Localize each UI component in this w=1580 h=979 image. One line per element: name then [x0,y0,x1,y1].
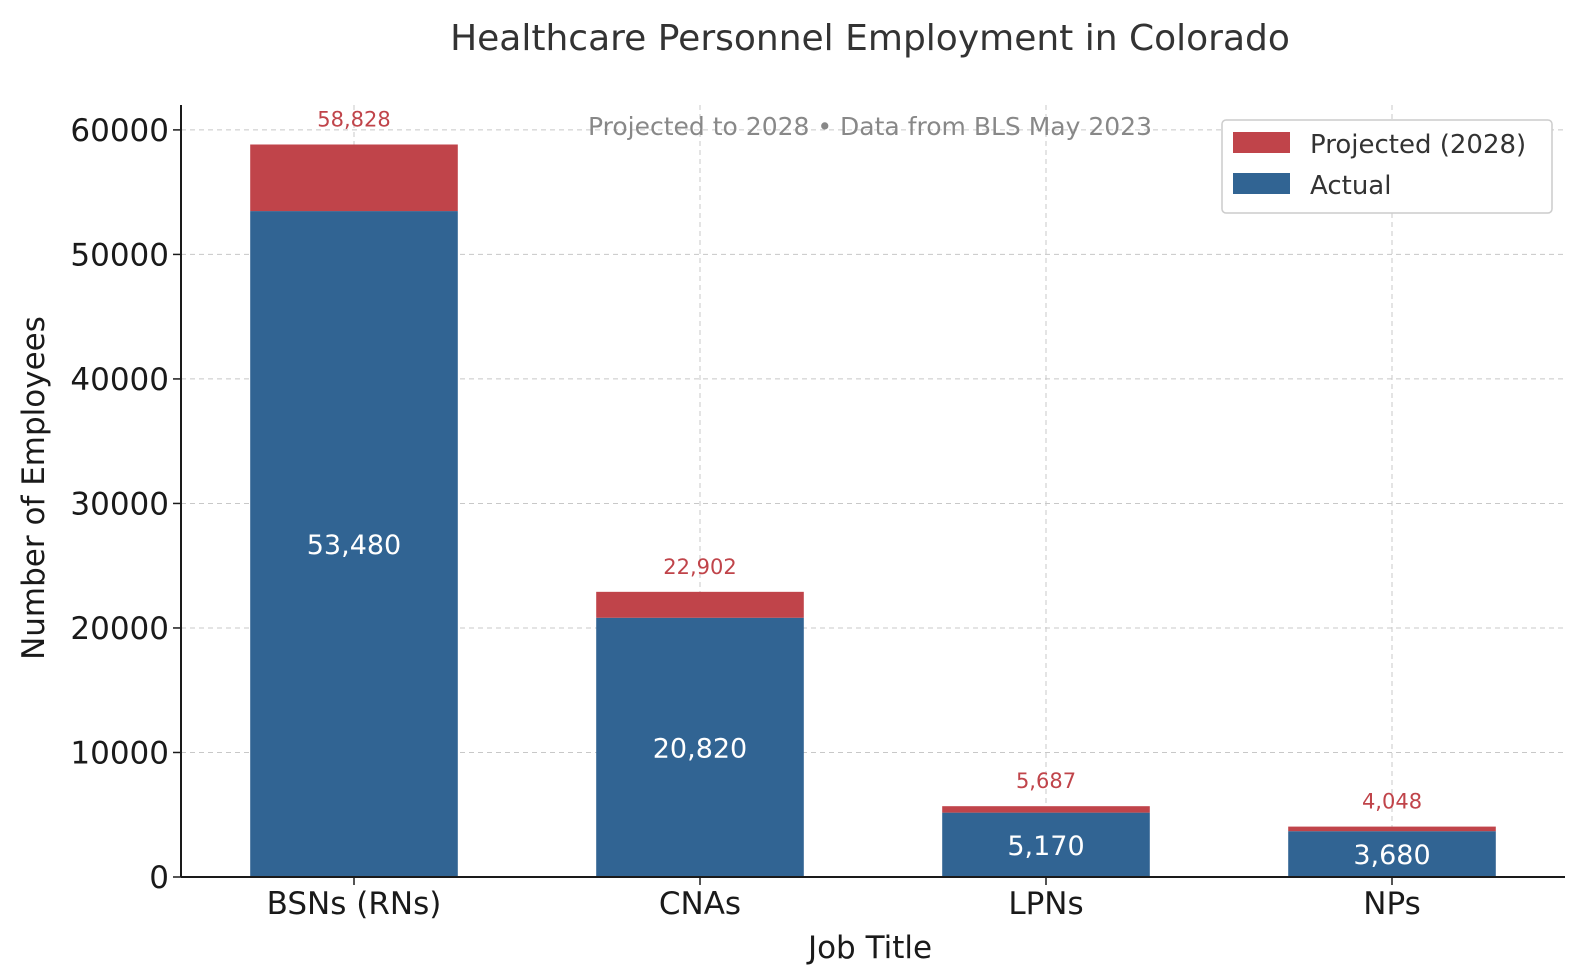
bar-actual [1288,831,1496,877]
legend: Projected (2028) Actual [1221,119,1553,214]
bar-actual-value-label: 5,170 [1007,831,1084,862]
bar-projected [942,806,1150,813]
x-tick-label: CNAs [659,886,741,922]
bar-actual-value-label: 53,480 [307,530,401,561]
x-tick-label: BSNs (RNs) [267,886,442,922]
y-tick-label: 40000 [70,362,169,398]
data-labels: 53,480 58,828 20,820 22,902 5,170 5,687 3,680 4… [307,107,1431,871]
bar-actual [942,812,1150,877]
y-tick-label: 0 [149,860,169,896]
bar-projected-value-label: 58,828 [317,107,390,131]
legend-entry: Actual [1310,171,1391,201]
bar-actual [250,211,458,877]
y-tick-label: 60000 [70,113,169,149]
bar-projected [1288,826,1496,832]
bar-projected-value-label: 4,048 [1362,790,1422,814]
x-tick-label: LPNs [1008,886,1083,922]
legend-entry: Projected (2028) [1310,130,1526,160]
legend-swatch [1233,173,1290,194]
chart-title: Healthcare Personnel Employment in Color… [450,18,1290,59]
y-tick-label: 20000 [70,611,169,647]
bar-actual-value-label: 20,820 [653,733,747,764]
y-tick-label: 10000 [70,735,169,771]
y-axis-label: Number of Employees [16,316,52,660]
bar-projected [596,591,804,618]
y-tick-label: 50000 [70,237,169,273]
x-tick-label: NPs [1363,886,1421,922]
y-tick-label: 30000 [70,486,169,522]
axes: 0 10000 20000 30000 40000 50000 60000 BSNs (RNs… [70,105,1565,922]
bar-projected-value-label: 22,902 [663,555,736,579]
bar-projected-value-label: 5,687 [1016,769,1076,793]
bar-actual-value-label: 3,680 [1353,840,1430,871]
bar-actual [596,617,804,877]
x-axis-label: Job Title [806,930,932,966]
chart-subtitle: Projected to 2028 • Data from BLS May 20… [588,112,1152,141]
bars [250,144,1496,877]
bar-projected [250,144,458,212]
legend-swatch [1233,132,1290,153]
legend-box [1221,119,1553,214]
